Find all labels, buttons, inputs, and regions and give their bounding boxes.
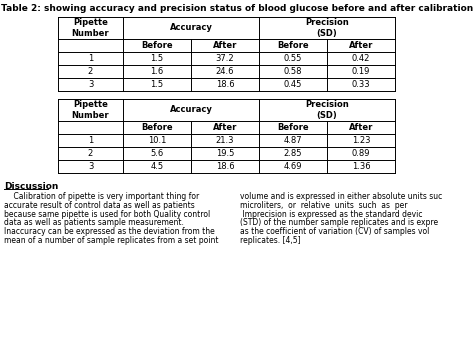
Text: 2: 2 [88,67,93,76]
Text: microliters,  or  relative  units  such  as  per: microliters, or relative units such as p… [240,201,408,210]
Text: 1.6: 1.6 [150,67,164,76]
Text: After: After [349,41,373,50]
Text: Table 2: showing accuracy and precision status of blood glucose before and after: Table 2: showing accuracy and precision … [1,4,473,13]
Text: 0.58: 0.58 [284,67,302,76]
Text: data as well as patients sample measurement.: data as well as patients sample measurem… [4,218,184,227]
Text: Accuracy: Accuracy [170,106,212,115]
Text: 0.89: 0.89 [352,149,370,158]
Text: 4.69: 4.69 [284,162,302,171]
Text: volume and is expressed in either absolute units suc: volume and is expressed in either absolu… [240,192,442,201]
Text: Pipette
Number: Pipette Number [72,18,109,38]
Text: 1.5: 1.5 [150,54,164,63]
Text: 2.85: 2.85 [284,149,302,158]
Text: 5.6: 5.6 [150,149,164,158]
Text: 3: 3 [88,162,93,171]
Text: Precision
(SD): Precision (SD) [305,18,349,38]
Text: 0.33: 0.33 [352,80,370,89]
Text: 0.42: 0.42 [352,54,370,63]
Bar [58,99,395,173]
Text: Before: Before [141,41,173,50]
Text: 18.6: 18.6 [216,80,234,89]
Text: After: After [349,123,373,132]
Text: 3: 3 [88,80,93,89]
Text: (STD) of the number sample replicates and is expre: (STD) of the number sample replicates an… [240,218,438,227]
Text: After: After [213,123,237,132]
Text: Before: Before [277,41,309,50]
Text: Discussion: Discussion [4,182,58,191]
Text: 21.3: 21.3 [216,136,234,145]
Text: 19.5: 19.5 [216,149,234,158]
Text: 1.5: 1.5 [150,80,164,89]
Text: 0.45: 0.45 [284,80,302,89]
Text: because same pipette is used for both Quality control: because same pipette is used for both Qu… [4,210,210,218]
Text: Precision
(SD): Precision (SD) [305,100,349,120]
Text: 18.6: 18.6 [216,162,234,171]
Text: mean of a number of sample replicates from a set point: mean of a number of sample replicates fr… [4,236,219,245]
Text: 1: 1 [88,136,93,145]
Text: 4.87: 4.87 [283,136,302,145]
Text: 4.5: 4.5 [150,162,164,171]
Text: 1: 1 [88,54,93,63]
Text: replicates. [4,5]: replicates. [4,5] [240,236,301,245]
Text: 0.19: 0.19 [352,67,370,76]
Text: 1.36: 1.36 [352,162,370,171]
Text: 0.55: 0.55 [284,54,302,63]
Bar [58,17,395,91]
Text: Imprecision is expressed as the standard devic: Imprecision is expressed as the standard… [240,210,422,218]
Text: as the coefficient of variation (CV) of samples vol: as the coefficient of variation (CV) of … [240,227,429,236]
Text: 10.1: 10.1 [148,136,166,145]
Text: 1.23: 1.23 [352,136,370,145]
Text: Pipette
Number: Pipette Number [72,100,109,120]
Text: 24.6: 24.6 [216,67,234,76]
Text: Inaccuracy can be expressed as the deviation from the: Inaccuracy can be expressed as the devia… [4,227,215,236]
Text: Calibration of pipette is very important thing for: Calibration of pipette is very important… [4,192,199,201]
Text: 37.2: 37.2 [216,54,234,63]
Text: Accuracy: Accuracy [170,24,212,33]
Text: 2: 2 [88,149,93,158]
Text: Before: Before [141,123,173,132]
Text: accurate result of control data as well as patients: accurate result of control data as well … [4,201,195,210]
Text: Before: Before [277,123,309,132]
Text: After: After [213,41,237,50]
